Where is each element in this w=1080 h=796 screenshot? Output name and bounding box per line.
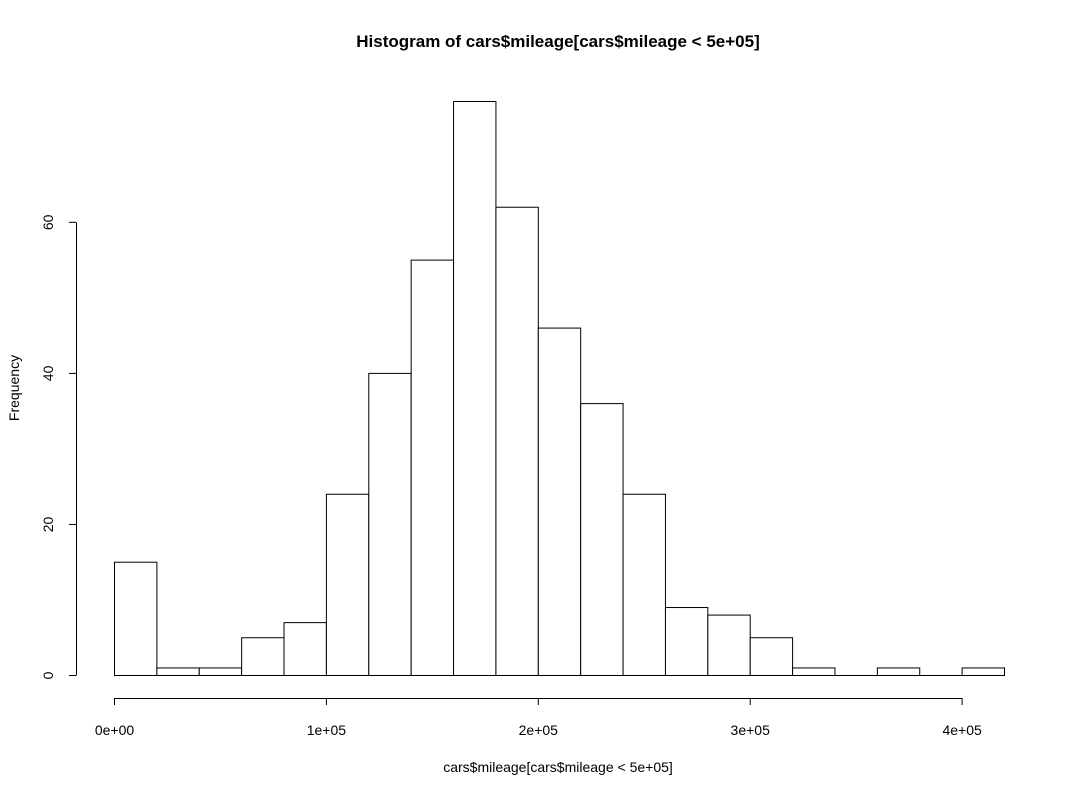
y-tick-label: 60 bbox=[40, 214, 56, 230]
histogram-bar bbox=[580, 403, 624, 676]
histogram-bar bbox=[664, 607, 709, 676]
histogram-bar bbox=[961, 667, 1005, 677]
y-tick-label: 20 bbox=[40, 516, 56, 532]
bars-group bbox=[114, 101, 1005, 677]
x-tick-label: 4e+05 bbox=[942, 722, 982, 738]
histogram-bar bbox=[325, 493, 370, 676]
histogram-bar bbox=[368, 372, 412, 676]
y-axis-label: Frequency bbox=[6, 355, 22, 421]
histogram-bar bbox=[792, 667, 836, 677]
histogram-bar bbox=[495, 206, 539, 676]
histogram-bar bbox=[283, 622, 327, 677]
x-axis: 0e+00 1e+05 2e+05 3e+05 4e+05 bbox=[95, 698, 982, 738]
y-tick-label: 0 bbox=[40, 671, 56, 679]
y-axis: 0 20 40 60 bbox=[40, 214, 77, 679]
y-tick-label: 40 bbox=[40, 365, 56, 381]
histogram-bar bbox=[156, 667, 200, 677]
histogram-bar bbox=[241, 637, 285, 676]
x-tick-label: 2e+05 bbox=[519, 722, 559, 738]
histogram-bar bbox=[622, 493, 666, 676]
chart-title: Histogram of cars$mileage[cars$mileage <… bbox=[356, 32, 760, 51]
x-tick-label: 1e+05 bbox=[307, 722, 347, 738]
histogram-bar bbox=[198, 667, 243, 677]
x-axis-label: cars$mileage[cars$mileage < 5e+05] bbox=[443, 759, 673, 775]
histogram-bar bbox=[707, 614, 751, 676]
x-tick-label: 3e+05 bbox=[731, 722, 771, 738]
histogram-bar bbox=[114, 561, 158, 676]
histogram-bar bbox=[453, 101, 497, 676]
x-tick-label: 0e+00 bbox=[95, 722, 135, 738]
histogram-bar bbox=[410, 259, 455, 676]
histogram-bar bbox=[749, 637, 794, 676]
histogram-bar bbox=[537, 327, 582, 676]
histogram-bar bbox=[876, 667, 921, 677]
